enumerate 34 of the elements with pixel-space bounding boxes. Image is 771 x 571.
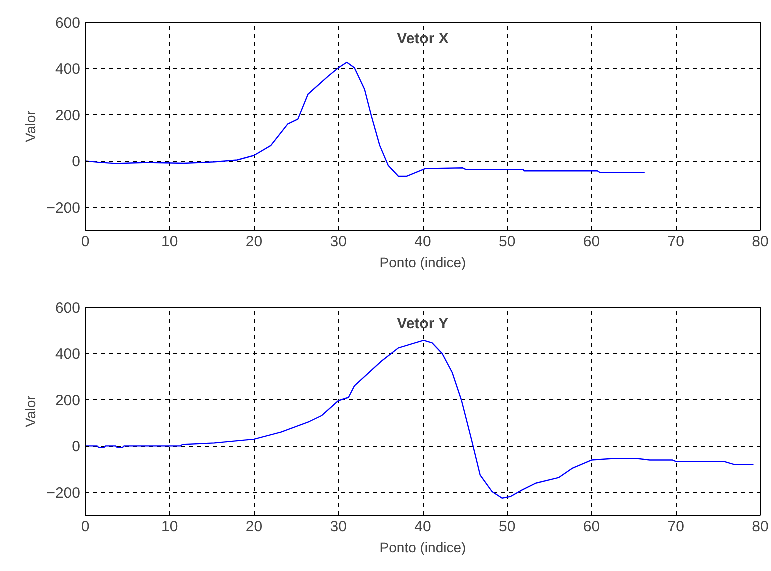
text: Vetor X xyxy=(397,30,449,48)
x-axis-title: Ponto (indice) xyxy=(380,540,466,556)
x-tick-label: 30 xyxy=(330,234,347,250)
y-tick-label: 400 xyxy=(55,61,81,78)
x-tick-label: 70 xyxy=(668,234,684,250)
line-series xyxy=(86,340,754,499)
y-tick-label: 0 xyxy=(72,154,80,171)
x-tick-label: 40 xyxy=(414,518,432,536)
x-tick-label: 80 xyxy=(752,234,769,250)
x-tick-label: 20 xyxy=(246,234,263,250)
y-tick-label: 200 xyxy=(55,392,81,410)
x-tick-label: 60 xyxy=(583,518,600,536)
x-tick-label: 10 xyxy=(162,234,178,250)
y-tick-label: −200 xyxy=(46,484,81,502)
y-tick-label: 400 xyxy=(55,346,81,364)
x-tick-label: 10 xyxy=(162,518,178,536)
x-tick-label: 40 xyxy=(414,234,432,250)
y-tick-label: 0 xyxy=(72,438,80,456)
y-tick-label: −200 xyxy=(46,200,81,217)
x-tick-label: 20 xyxy=(246,518,263,536)
x-tick-label: 30 xyxy=(330,518,347,536)
y-tick-label: 600 xyxy=(55,300,81,317)
x-tick-label: 50 xyxy=(499,234,516,250)
y-axis-title: Valor xyxy=(22,110,39,142)
y-tick-label: 200 xyxy=(55,107,81,124)
x-tick-label: 80 xyxy=(752,518,769,536)
line-series xyxy=(86,62,646,178)
text: Vetor Y xyxy=(397,316,449,332)
x-tick-label: 50 xyxy=(499,518,516,536)
y-axis-title: Valor xyxy=(22,395,39,428)
x-tick-label: 70 xyxy=(668,518,684,536)
y-tick-label: 600 xyxy=(55,15,81,32)
x-tick-label: 60 xyxy=(583,234,600,250)
x-axis-title: Ponto (indice) xyxy=(380,254,466,270)
